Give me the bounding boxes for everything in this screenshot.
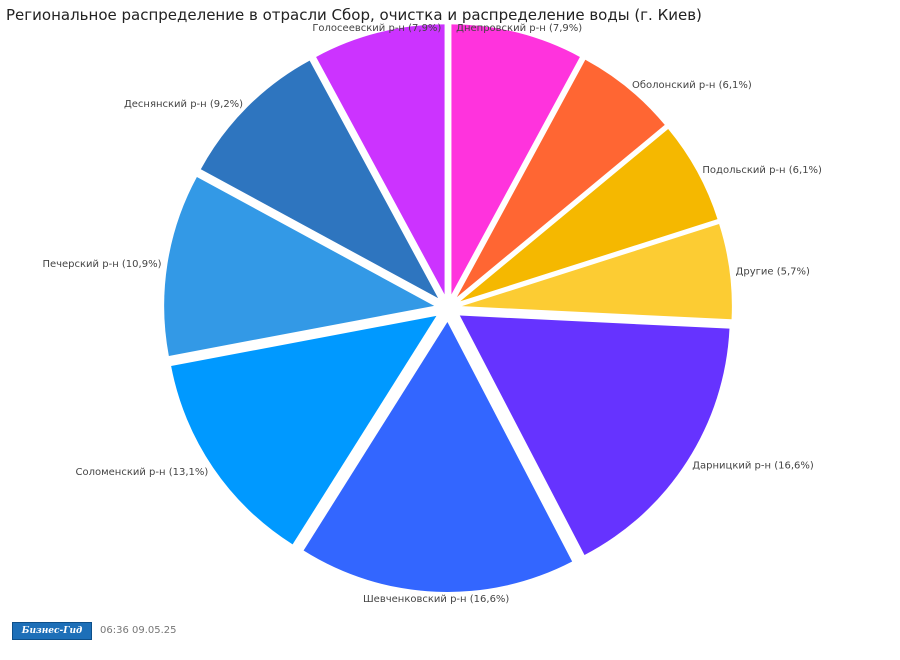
pie-slice[interactable] xyxy=(451,24,580,295)
slice-label: Голосеевский р-н (7,9%) xyxy=(312,23,441,34)
slice-label: Деснянский р-н (9,2%) xyxy=(124,99,243,110)
pie-slice[interactable] xyxy=(303,321,573,592)
pie-slice[interactable] xyxy=(316,24,445,295)
slice-label: Днепровский р-н (7,9%) xyxy=(456,23,582,34)
chart-title: Региональное распределение в отрасли Сбо… xyxy=(6,6,702,24)
pie-slice[interactable] xyxy=(171,315,437,545)
slice-label: Дарницкий р-н (16,6%) xyxy=(692,460,814,471)
slice-label: Печерский р-н (10,9%) xyxy=(42,259,161,270)
pie-slice[interactable] xyxy=(164,176,435,356)
pie-labels: Днепровский р-н (7,9%) Оболонский р-н (6,… xyxy=(42,23,822,605)
slice-label: Оболонский р-н (6,1%) xyxy=(632,80,752,91)
brand-logo[interactable]: Бизнес-Гид xyxy=(12,622,92,640)
slice-label: Подольский р-н (6,1%) xyxy=(702,165,822,176)
slice-label: Другие (5,7%) xyxy=(736,266,810,277)
pie-slice[interactable] xyxy=(200,60,439,299)
pie-slice[interactable] xyxy=(460,128,718,302)
slice-label: Шевченковский р-н (16,6%) xyxy=(363,594,509,605)
pie-slices xyxy=(164,24,732,592)
pie-slice[interactable] xyxy=(461,224,732,320)
pie-slice[interactable] xyxy=(456,59,665,298)
pie-slice[interactable] xyxy=(459,315,730,556)
timestamp: 06:36 09.05.25 xyxy=(100,625,177,636)
slice-label: Соломенский р-н (13,1%) xyxy=(75,467,208,478)
